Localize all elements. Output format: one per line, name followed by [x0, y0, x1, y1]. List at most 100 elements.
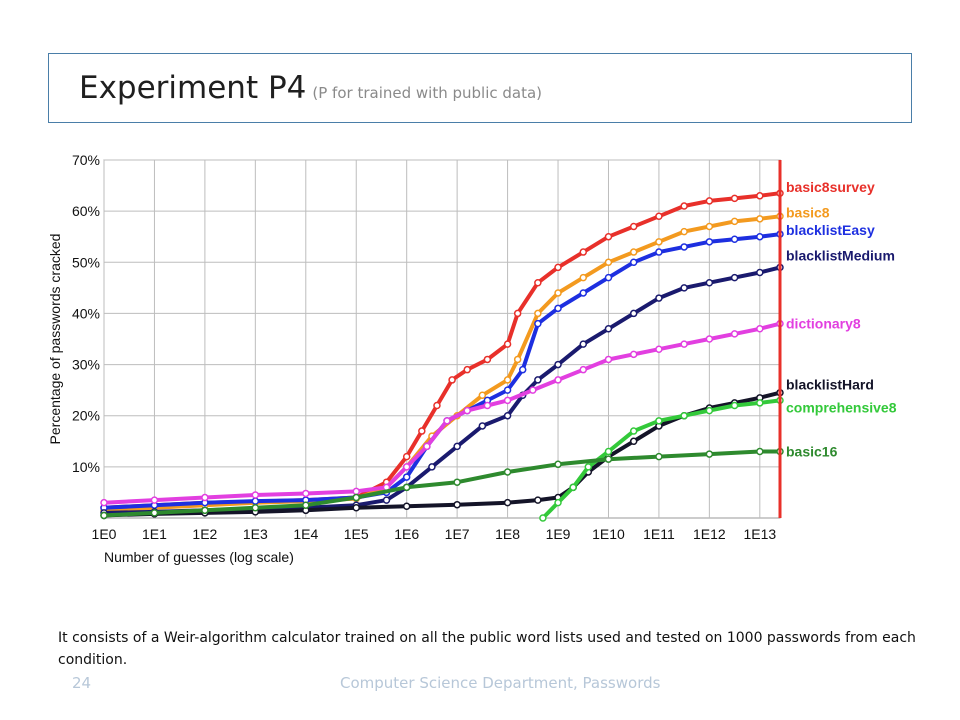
data-point-basic8 — [503, 376, 512, 384]
data-point-blacklistMedium — [428, 463, 436, 471]
data-point-blacklistMedium — [579, 340, 588, 348]
x-tick-label: 1E3 — [243, 526, 268, 542]
data-point-blacklistEasy — [554, 304, 562, 313]
data-point-basic16 — [554, 460, 562, 469]
data-point-basic16 — [100, 511, 108, 520]
legend-label-dictionary8: dictionary8 — [786, 316, 861, 332]
data-point-blacklistHard — [629, 437, 638, 446]
data-point-basic8 — [513, 355, 522, 364]
data-point-basic16 — [402, 483, 411, 492]
data-point-blacklistHard — [402, 502, 411, 510]
data-point-basic8survey — [730, 194, 739, 203]
data-point-dictionary8 — [756, 325, 764, 333]
data-point-basic16 — [302, 501, 310, 509]
data-point-comprehensive8 — [680, 411, 688, 420]
data-point-blacklistMedium — [705, 278, 714, 287]
data-point-dictionary8 — [503, 396, 512, 405]
data-point-basic16 — [756, 447, 764, 456]
data-point-dictionary8 — [302, 489, 310, 498]
data-point-basic8survey — [402, 452, 411, 461]
x-tick-label: 1E12 — [693, 526, 726, 542]
data-point-basic8survey — [503, 340, 512, 348]
x-tick-label: 1E4 — [293, 526, 318, 542]
y-tick-label: 50% — [72, 254, 100, 270]
legend-label-blacklistHard: blacklistHard — [786, 377, 874, 393]
data-point-dictionary8 — [443, 417, 451, 425]
x-axis-label: Number of guesses (log scale) — [104, 549, 294, 565]
data-point-blacklistEasy — [251, 497, 260, 505]
data-point-dictionary8 — [463, 406, 471, 415]
data-point-basic8 — [730, 217, 739, 226]
data-point-basic16 — [655, 452, 663, 461]
series-line-blacklistMedium — [102, 265, 782, 515]
x-tick-label: 1E8 — [495, 526, 520, 542]
page-number: 24 — [72, 674, 92, 692]
data-point-dictionary8 — [251, 491, 260, 499]
data-point-blacklistMedium — [756, 268, 764, 277]
data-point-dictionary8 — [150, 496, 159, 504]
data-point-basic16 — [453, 478, 461, 486]
data-point-dictionary8 — [352, 487, 360, 496]
x-tick-label: 1E11 — [643, 526, 675, 542]
data-point-blacklistMedium — [680, 284, 688, 292]
legend-label-blacklistMedium: blacklistMedium — [786, 247, 895, 263]
data-point-comprehensive8 — [569, 483, 577, 492]
data-point-basic8 — [680, 227, 688, 236]
data-point-basic8survey — [554, 263, 562, 272]
data-point-basic8survey — [604, 232, 613, 241]
data-point-basic8survey — [655, 212, 663, 221]
y-axis-label: Percentage of passwords cracked — [47, 234, 63, 445]
data-point-blacklistMedium — [629, 309, 638, 318]
data-point-basic8 — [604, 258, 613, 267]
data-point-blacklistMedium — [655, 294, 663, 302]
data-point-basic8survey — [483, 355, 492, 364]
data-point-dictionary8 — [604, 355, 613, 364]
data-point-basic8survey — [534, 278, 542, 287]
data-point-basic16 — [150, 509, 159, 517]
data-point-dictionary8 — [100, 498, 108, 507]
data-point-basic8survey — [579, 248, 588, 256]
data-point-basic8 — [705, 222, 714, 231]
data-point-blacklistHard — [453, 500, 461, 509]
data-point-blacklistMedium — [503, 411, 512, 420]
data-point-blacklistEasy — [680, 243, 688, 251]
data-point-dictionary8 — [579, 365, 588, 374]
y-tick-label: 30% — [72, 357, 100, 373]
y-tick-label: 70% — [72, 152, 100, 168]
series-line-dictionary8 — [102, 321, 782, 505]
chart: 1E0 1E1 1E2 1E3 1E4 1E5 1E6 1E7 1E8 1E9 1E10 1E11 1E… — [47, 152, 897, 565]
data-point-dictionary8 — [423, 442, 431, 451]
data-point-blacklistMedium — [730, 273, 739, 282]
data-point-dictionary8 — [402, 463, 411, 471]
data-point-basic8survey — [463, 365, 471, 374]
data-point-dictionary8 — [554, 376, 562, 384]
y-tick-label: 10% — [72, 459, 100, 475]
data-point-blacklistMedium — [604, 325, 613, 333]
legend-label-blacklistEasy: blacklistEasy — [786, 222, 875, 238]
data-point-comprehensive8 — [584, 463, 593, 471]
x-tick-label: 1E7 — [445, 526, 470, 542]
data-point-basic8survey — [433, 401, 441, 410]
title-box: Experiment P4 (P for trained with public … — [48, 53, 912, 123]
legend-label-basic8: basic8 — [786, 204, 830, 220]
slide-title: Experiment P4 (P for trained with public … — [79, 70, 542, 106]
data-point-dictionary8 — [201, 493, 209, 502]
data-point-blacklistMedium — [534, 376, 542, 384]
data-point-comprehensive8 — [756, 399, 764, 407]
data-point-basic8survey — [513, 309, 522, 318]
x-tick-label: 1E5 — [344, 526, 369, 542]
x-tick-label: 1E2 — [192, 526, 217, 542]
data-point-basic16 — [352, 493, 360, 502]
data-point-dictionary8 — [680, 340, 688, 348]
x-tick-label: 1E10 — [592, 526, 625, 542]
data-point-blacklistEasy — [705, 238, 714, 246]
data-point-dictionary8 — [483, 401, 492, 410]
data-point-blacklistMedium — [382, 496, 391, 504]
data-point-blacklistEasy — [604, 273, 613, 282]
data-point-comprehensive8 — [629, 427, 638, 435]
data-point-dictionary8 — [529, 386, 537, 394]
data-point-blacklistEasy — [579, 289, 588, 297]
data-point-dictionary8 — [655, 345, 663, 353]
data-point-basic16 — [604, 455, 613, 463]
data-point-basic16 — [503, 468, 512, 476]
